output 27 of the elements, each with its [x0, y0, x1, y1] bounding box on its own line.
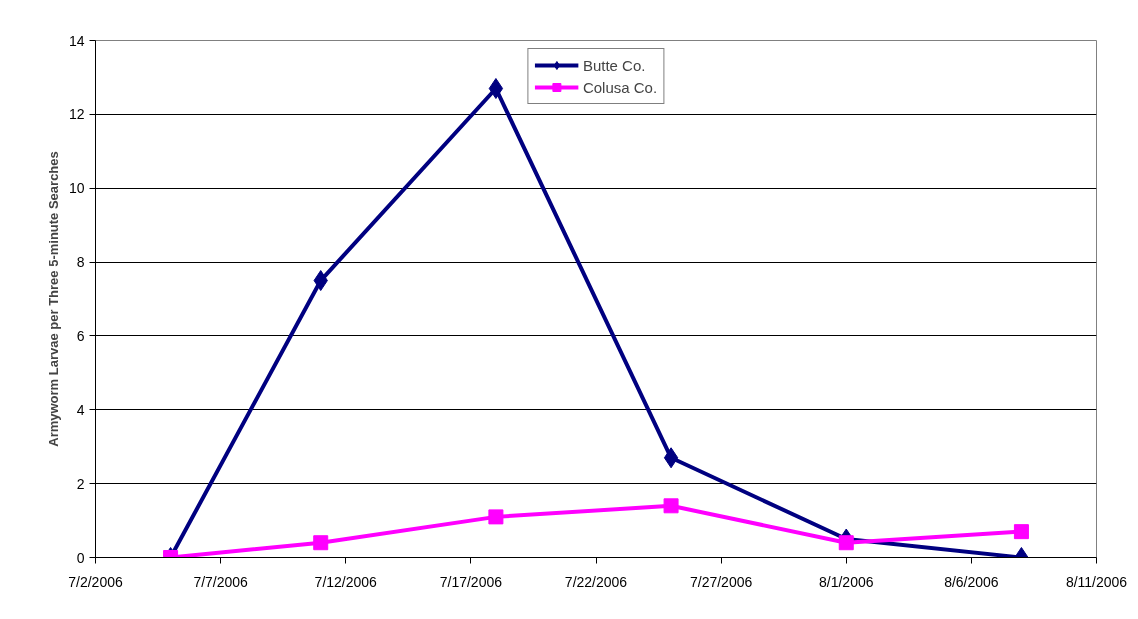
point: [488, 509, 504, 525]
y-tick-label: 0: [76, 549, 85, 566]
y-tick-label: 10: [68, 180, 85, 197]
x-tick-label: 8/1/2006: [819, 573, 874, 590]
x-tick-label: 8/11/2006: [1065, 573, 1128, 590]
point: [838, 535, 854, 551]
y-tick-label: 8: [76, 254, 85, 271]
x-tick-label: 7/7/2006: [193, 573, 249, 590]
point: [663, 498, 679, 514]
y-tick-label: 14: [68, 32, 85, 49]
x-tick-label: 8/6/2006: [944, 573, 999, 590]
y-tick-label: 2: [76, 475, 85, 492]
y-tick-label: 4: [76, 401, 85, 418]
point: [1013, 524, 1029, 540]
y-tick-label: 6: [76, 327, 85, 344]
x-tick-label: 7/2/2006: [68, 573, 123, 590]
y-tick-label: 12: [68, 106, 85, 123]
point: [663, 447, 679, 469]
x-tick-label: 7/27/2006: [689, 573, 753, 590]
legend-label: Colusa Co.: [582, 78, 658, 96]
x-tick-label: 7/12/2006: [314, 573, 378, 590]
legend-label: Butte Co.: [582, 56, 646, 74]
x-tick-label: 7/22/2006: [564, 573, 628, 590]
point: [313, 535, 329, 551]
x-tick-label: 7/17/2006: [439, 573, 503, 590]
point: [488, 78, 504, 100]
y-axis-title: Armyworm Larvae per Three 5-minute Searches: [45, 151, 61, 447]
